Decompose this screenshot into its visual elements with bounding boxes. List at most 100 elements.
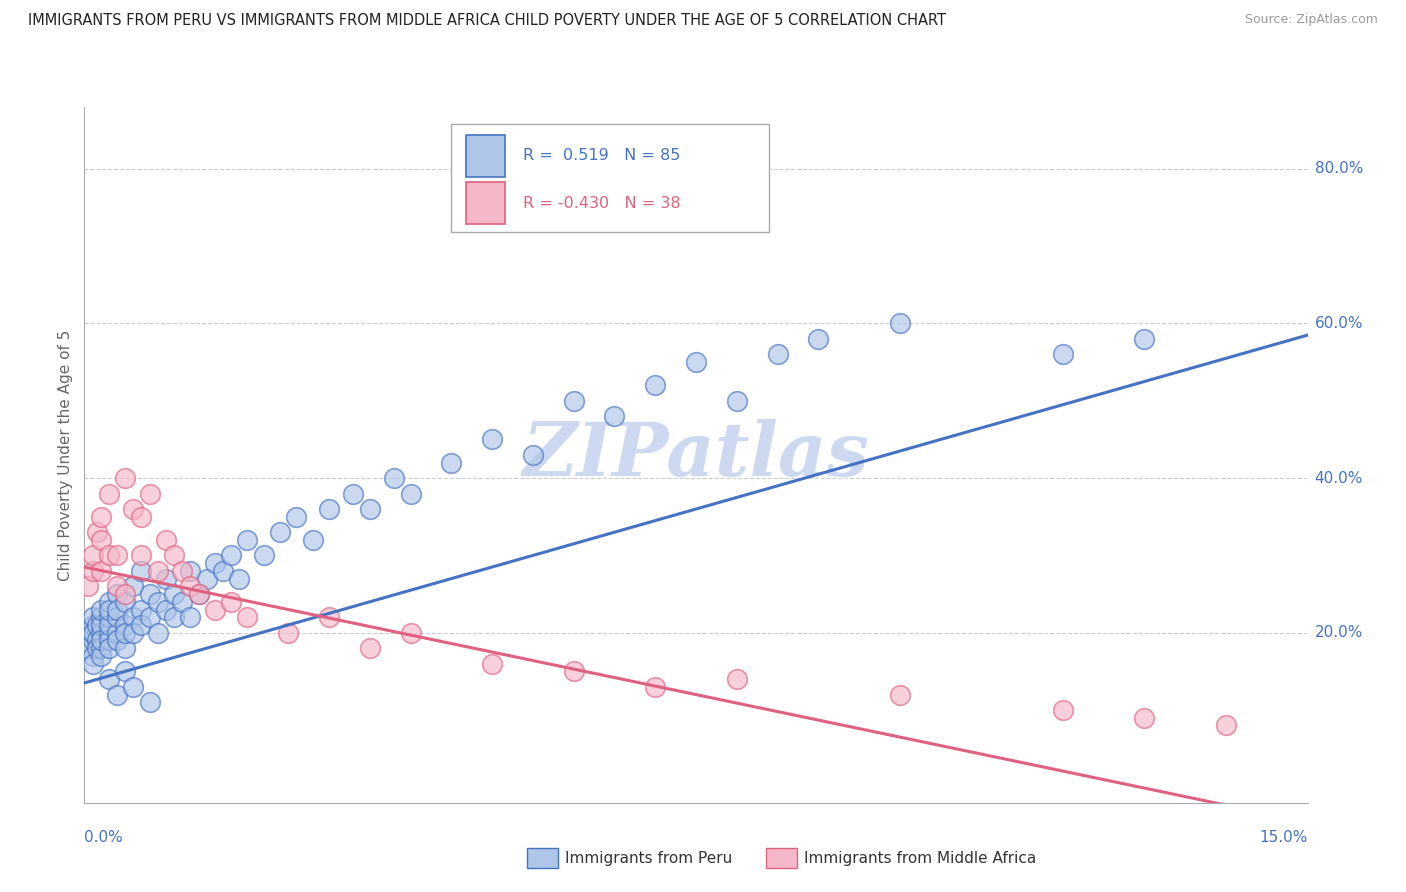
Point xyxy=(122,610,145,624)
Point xyxy=(138,695,160,709)
Point xyxy=(82,610,104,624)
Point xyxy=(236,610,259,624)
Text: 15.0%: 15.0% xyxy=(1260,830,1308,845)
Point xyxy=(77,641,100,656)
Point xyxy=(725,393,748,408)
Point xyxy=(90,641,112,656)
Point xyxy=(97,595,120,609)
Point xyxy=(114,595,136,609)
Point xyxy=(97,641,120,656)
Point xyxy=(253,549,276,563)
Point xyxy=(138,486,160,500)
Point xyxy=(1215,718,1237,732)
Point xyxy=(562,665,585,679)
Point xyxy=(90,509,112,524)
Point xyxy=(82,657,104,671)
Point xyxy=(90,602,112,616)
Point xyxy=(155,602,177,616)
Point xyxy=(105,587,128,601)
Text: IMMIGRANTS FROM PERU VS IMMIGRANTS FROM MIDDLE AFRICA CHILD POVERTY UNDER THE AG: IMMIGRANTS FROM PERU VS IMMIGRANTS FROM … xyxy=(28,13,946,29)
Point xyxy=(131,602,153,616)
Point xyxy=(204,556,226,570)
Point xyxy=(90,610,112,624)
Text: 20.0%: 20.0% xyxy=(1315,625,1362,640)
Point xyxy=(163,610,186,624)
Text: 40.0%: 40.0% xyxy=(1315,471,1362,485)
Point xyxy=(86,525,108,540)
Point xyxy=(219,595,242,609)
Point xyxy=(105,579,128,593)
FancyBboxPatch shape xyxy=(465,135,505,177)
Point xyxy=(114,641,136,656)
Point xyxy=(114,471,136,485)
Point xyxy=(90,633,112,648)
Point xyxy=(163,587,186,601)
Point xyxy=(114,665,136,679)
Point xyxy=(179,579,201,593)
Point xyxy=(131,509,153,524)
Text: Immigrants from Middle Africa: Immigrants from Middle Africa xyxy=(804,851,1036,865)
Point xyxy=(146,564,169,578)
Point xyxy=(90,533,112,547)
Point xyxy=(277,625,299,640)
Point xyxy=(219,549,242,563)
Point xyxy=(318,610,340,624)
Point xyxy=(82,549,104,563)
Point xyxy=(97,618,120,632)
Point xyxy=(122,680,145,694)
Text: Source: ZipAtlas.com: Source: ZipAtlas.com xyxy=(1244,13,1378,27)
Point xyxy=(86,618,108,632)
Point xyxy=(131,564,153,578)
Point xyxy=(97,602,120,616)
Point xyxy=(179,564,201,578)
Point xyxy=(105,549,128,563)
Point xyxy=(131,549,153,563)
Point xyxy=(82,648,104,663)
Point xyxy=(163,549,186,563)
Point xyxy=(212,564,235,578)
Point xyxy=(97,486,120,500)
Point xyxy=(82,564,104,578)
Point xyxy=(399,486,422,500)
Point xyxy=(82,625,104,640)
Text: R = -0.430   N = 38: R = -0.430 N = 38 xyxy=(523,195,681,211)
Point xyxy=(644,680,666,694)
Point xyxy=(122,579,145,593)
Point xyxy=(766,347,789,361)
Point xyxy=(97,625,120,640)
Point xyxy=(97,672,120,686)
Point xyxy=(90,625,112,640)
Point xyxy=(97,633,120,648)
Point xyxy=(82,625,104,640)
Point xyxy=(889,317,911,331)
Point xyxy=(155,533,177,547)
Point xyxy=(172,595,194,609)
Point xyxy=(382,471,405,485)
Point xyxy=(187,587,209,601)
Point xyxy=(86,641,108,656)
Point xyxy=(889,688,911,702)
Point xyxy=(187,587,209,601)
Point xyxy=(105,625,128,640)
Point xyxy=(138,587,160,601)
FancyBboxPatch shape xyxy=(465,182,505,224)
Point xyxy=(131,618,153,632)
Point xyxy=(1052,347,1074,361)
Point xyxy=(269,525,291,540)
Point xyxy=(236,533,259,547)
Point xyxy=(522,448,544,462)
Point xyxy=(82,618,104,632)
Point xyxy=(481,657,503,671)
Point xyxy=(90,648,112,663)
Point xyxy=(90,564,112,578)
Point xyxy=(342,486,364,500)
Point xyxy=(399,625,422,640)
Text: Immigrants from Peru: Immigrants from Peru xyxy=(565,851,733,865)
Point xyxy=(359,502,381,516)
Point xyxy=(105,688,128,702)
Text: 80.0%: 80.0% xyxy=(1315,161,1362,177)
Y-axis label: Child Poverty Under the Age of 5: Child Poverty Under the Age of 5 xyxy=(58,329,73,581)
Point xyxy=(97,549,120,563)
Point xyxy=(440,456,463,470)
Point xyxy=(562,393,585,408)
